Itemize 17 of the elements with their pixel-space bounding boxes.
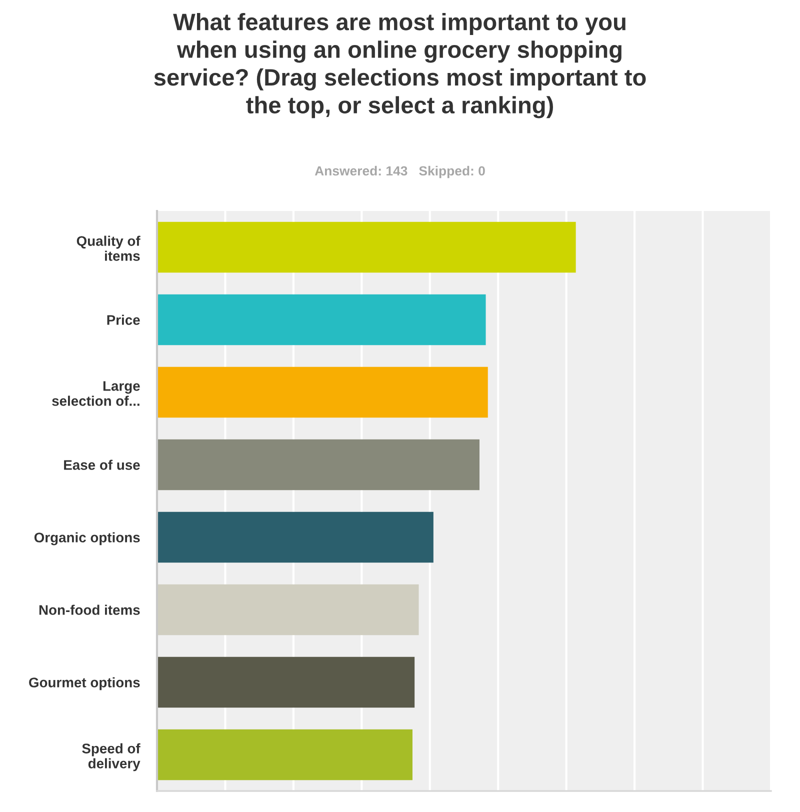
bar bbox=[157, 512, 434, 563]
y-tick-label: Price bbox=[107, 314, 140, 325]
y-tick-label: Non-food items bbox=[39, 604, 140, 615]
bar bbox=[157, 366, 488, 418]
y-tick-label: Large selection of... bbox=[52, 381, 140, 406]
y-tick-label: Ease of use bbox=[64, 460, 140, 470]
y-tick-label: Organic options bbox=[34, 532, 140, 546]
y-tick-label: Speed of delivery bbox=[82, 743, 140, 772]
bar bbox=[157, 656, 415, 708]
bar bbox=[157, 439, 480, 490]
y-tick-label: Quality of items bbox=[76, 236, 140, 261]
bar bbox=[157, 729, 412, 780]
bar bbox=[157, 222, 576, 273]
y-tick-label: Gourmet options bbox=[29, 677, 140, 690]
bar bbox=[157, 294, 486, 346]
chart-subtitle: Answered: 143 Skipped: 0 bbox=[314, 166, 485, 178]
chart-title: What features are most important to you when using an online grocery shopping service? (Drag selections most important to the top, or select a ranking) bbox=[154, 13, 646, 118]
